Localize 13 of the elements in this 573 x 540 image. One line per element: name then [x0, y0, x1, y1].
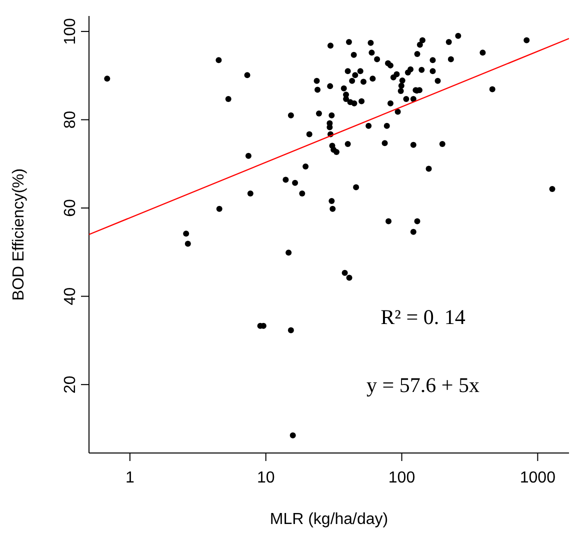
- x-tick-label: 1000: [520, 469, 556, 486]
- x-tick-label: 1: [125, 469, 134, 486]
- y-axis-title: BOD Efficiency(%): [10, 168, 28, 301]
- x-axis-title: MLR (kg/ha/day): [270, 511, 388, 528]
- x-tick-label: 100: [388, 469, 416, 486]
- annotation: R² = 0. 14: [380, 305, 466, 330]
- y-tick-label: 40: [62, 287, 79, 306]
- y-tick-label: 60: [62, 199, 79, 217]
- x-tick-label: 10: [256, 469, 275, 486]
- annotation: y = 57.6 + 5x: [366, 373, 480, 398]
- y-tick-label: 80: [62, 110, 79, 129]
- y-tick-label: 100: [62, 18, 79, 45]
- y-tick-label: 20: [62, 376, 79, 394]
